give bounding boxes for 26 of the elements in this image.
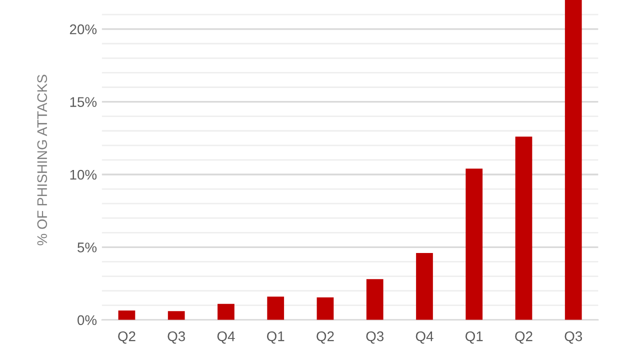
bar xyxy=(168,311,185,320)
y-axis-title: % OF PHISHING ATTACKS xyxy=(37,74,48,246)
x-tick-label: Q1 xyxy=(466,331,483,344)
x-tick-label: Q2 xyxy=(515,331,532,344)
x-tick-label: Q3 xyxy=(564,331,582,344)
bar xyxy=(466,168,483,320)
x-tick-label: Q2 xyxy=(316,331,334,344)
x-tick-label: Q3 xyxy=(168,331,186,344)
x-tick-label: Q4 xyxy=(217,331,235,344)
x-tick-label: Q4 xyxy=(416,331,434,344)
x-tick-label: Q1 xyxy=(267,331,284,344)
bar xyxy=(118,310,136,320)
y-tick-label: 0% xyxy=(78,315,97,326)
y-tick-label: 5% xyxy=(78,242,97,252)
bar xyxy=(366,279,384,320)
bar xyxy=(267,296,284,320)
bar xyxy=(316,297,334,320)
x-tick-label: Q3 xyxy=(366,331,384,344)
y-tick-label: 10% xyxy=(70,170,97,180)
bar xyxy=(416,253,433,320)
y-tick-label: 20% xyxy=(70,24,97,34)
bar xyxy=(564,0,582,320)
y-tick-label: 15% xyxy=(70,97,97,107)
bar xyxy=(515,136,532,320)
x-tick-label: Q2 xyxy=(118,331,136,344)
bar xyxy=(218,304,234,320)
